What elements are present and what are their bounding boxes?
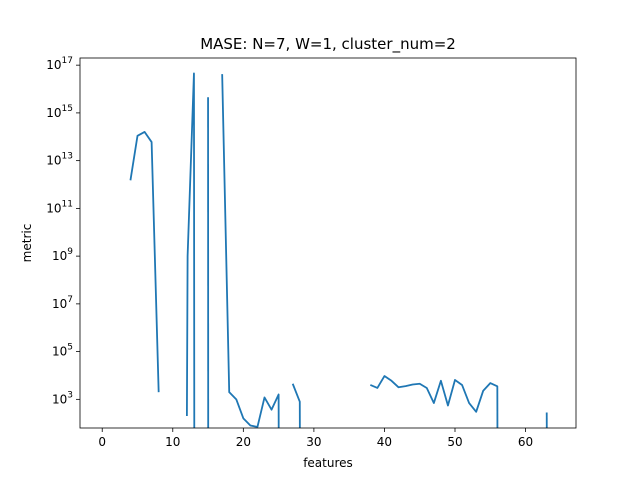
y-axis-ticks: 103 105 107 109 1011 1013 1015 1017 (46, 56, 80, 406)
plot-frame (79, 57, 577, 429)
y-tick-label: 105 (52, 343, 73, 359)
series-line-segment (369, 375, 499, 428)
x-tick-label: 20 (236, 435, 251, 449)
y-tick-label: 1017 (46, 56, 73, 72)
y-axis-label: metric (20, 224, 34, 263)
x-tick-label: 60 (518, 435, 533, 449)
series-line-segment (221, 74, 280, 428)
x-tick-label: 30 (306, 435, 321, 449)
series-layer (129, 72, 548, 428)
x-axis-label: features (303, 456, 353, 470)
y-tick-label: 1011 (46, 199, 73, 215)
x-tick-label: 10 (165, 435, 180, 449)
y-tick-label: 1015 (46, 104, 73, 120)
y-tick-label: 109 (52, 247, 73, 263)
x-tick-label: 50 (447, 435, 462, 449)
x-axis-ticks: 0 10 20 30 40 50 60 (98, 428, 533, 449)
x-tick-label: 40 (377, 435, 392, 449)
chart-title: MASE: N=7, W=1, cluster_num=2 (200, 35, 456, 54)
x-tick-label: 0 (98, 435, 106, 449)
y-tick-label: 107 (52, 295, 73, 311)
y-tick-label: 1013 (46, 152, 73, 168)
series-line-segment (291, 383, 301, 428)
series-line-segment (185, 72, 196, 428)
y-tick-label: 103 (52, 390, 73, 406)
series-line-segment (129, 131, 160, 393)
